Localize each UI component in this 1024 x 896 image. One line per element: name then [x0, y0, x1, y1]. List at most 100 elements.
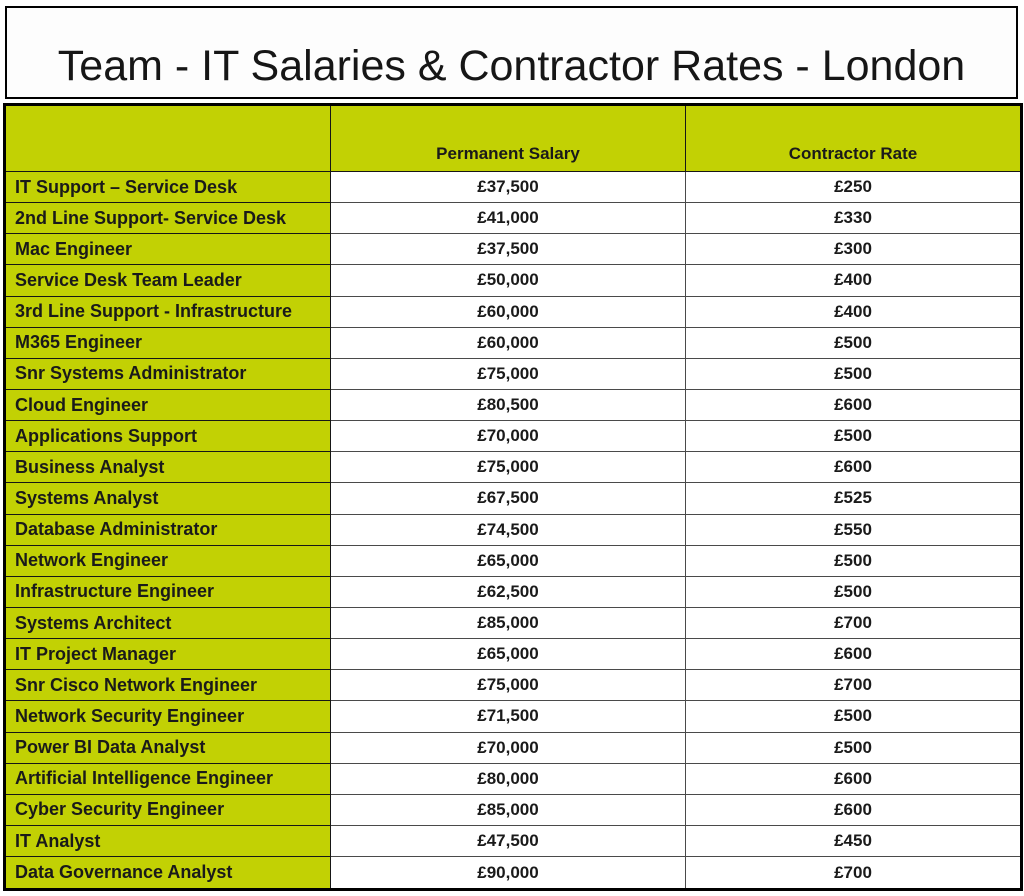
role-cell: Infrastructure Engineer	[4, 575, 331, 608]
role-cell: Power BI Data Analyst	[4, 731, 331, 764]
role-cell: Systems Analyst	[4, 482, 331, 515]
permanent-salary-cell: £70,000	[330, 731, 686, 764]
contractor-rate-cell: £550	[685, 513, 1022, 546]
contractor-rate-cell: £700	[685, 856, 1022, 890]
table-row: Systems Architect £85,000 £700	[4, 606, 1022, 640]
contractor-rate-cell: £400	[685, 264, 1022, 297]
header-row: Permanent Salary Contractor Rate	[4, 104, 1022, 172]
contractor-rate-cell: £525	[685, 482, 1022, 515]
contractor-rate-cell: £300	[685, 233, 1022, 266]
contractor-rate-cell: £700	[685, 606, 1022, 640]
permanent-salary-cell: £65,000	[330, 638, 686, 671]
contractor-rate-cell: £600	[685, 793, 1022, 826]
contractor-rate-cell: £500	[685, 357, 1022, 390]
contractor-rate-cell: £700	[685, 669, 1022, 702]
permanent-salary-cell: £80,000	[330, 762, 686, 795]
table-row: Network Engineer £65,000 £500	[4, 544, 1022, 577]
table-row: Systems Analyst £67,500 £525	[4, 482, 1022, 515]
table-row: Snr Cisco Network Engineer £75,000 £700	[4, 669, 1022, 702]
role-cell: Artificial Intelligence Engineer	[4, 762, 331, 795]
permanent-salary-cell: £90,000	[330, 856, 686, 890]
role-cell: Database Administrator	[4, 513, 331, 546]
header-contractor-rate: Contractor Rate	[685, 104, 1022, 172]
table-row: Data Governance Analyst £90,000 £700	[4, 856, 1022, 890]
permanent-salary-cell: £85,000	[330, 793, 686, 826]
permanent-salary-cell: £65,000	[330, 544, 686, 577]
table-row: Snr Systems Administrator £75,000 £500	[4, 357, 1022, 390]
page-title: Team - IT Salaries & Contractor Rates - …	[57, 42, 966, 90]
contractor-rate-cell: £500	[685, 420, 1022, 453]
table-row: M365 Engineer £60,000 £500	[4, 326, 1022, 359]
table-row: Infrastructure Engineer £62,500 £500	[4, 575, 1022, 608]
permanent-salary-cell: £71,500	[330, 700, 686, 733]
contractor-rate-cell: £500	[685, 575, 1022, 608]
role-cell: Data Governance Analyst	[4, 856, 331, 890]
contractor-rate-cell: £250	[685, 170, 1022, 204]
salary-rates-table: Permanent Salary Contractor Rate IT Supp…	[3, 103, 1023, 891]
role-cell: Cloud Engineer	[4, 388, 331, 422]
header-permanent-salary: Permanent Salary	[330, 104, 686, 172]
table-row: IT Analyst £47,500 £450	[4, 824, 1022, 858]
header-role-blank	[4, 104, 331, 172]
table-row: Business Analyst £75,000 £600	[4, 451, 1022, 484]
contractor-rate-cell: £600	[685, 638, 1022, 671]
table-row: Mac Engineer £37,500 £300	[4, 233, 1022, 266]
table-row: 2nd Line Support- Service Desk £41,000 £…	[4, 202, 1022, 235]
role-cell: 2nd Line Support- Service Desk	[4, 202, 331, 235]
permanent-salary-cell: £70,000	[330, 420, 686, 453]
role-cell: M365 Engineer	[4, 326, 331, 359]
permanent-salary-cell: £37,500	[330, 170, 686, 204]
table-row: Cloud Engineer £80,500 £600	[4, 388, 1022, 422]
role-cell: IT Project Manager	[4, 638, 331, 671]
permanent-salary-cell: £47,500	[330, 824, 686, 858]
table-body: IT Support – Service Desk £37,500 £250 2…	[4, 170, 1022, 890]
role-cell: Systems Architect	[4, 606, 331, 640]
contractor-rate-cell: £450	[685, 824, 1022, 858]
role-cell: IT Analyst	[4, 824, 331, 858]
permanent-salary-cell: £75,000	[330, 451, 686, 484]
role-cell: Business Analyst	[4, 451, 331, 484]
permanent-salary-cell: £80,500	[330, 388, 686, 422]
contractor-rate-cell: £600	[685, 762, 1022, 795]
permanent-salary-cell: £75,000	[330, 357, 686, 390]
permanent-salary-cell: £50,000	[330, 264, 686, 297]
contractor-rate-cell: £500	[685, 700, 1022, 733]
contractor-rate-cell: £400	[685, 295, 1022, 328]
permanent-salary-cell: £85,000	[330, 606, 686, 640]
role-cell: Applications Support	[4, 420, 331, 453]
role-cell: Mac Engineer	[4, 233, 331, 266]
role-cell: IT Support – Service Desk	[4, 170, 331, 204]
permanent-salary-cell: £74,500	[330, 513, 686, 546]
contractor-rate-cell: £600	[685, 388, 1022, 422]
role-cell: Snr Cisco Network Engineer	[4, 669, 331, 702]
table-row: Artificial Intelligence Engineer £80,000…	[4, 762, 1022, 795]
contractor-rate-cell: £500	[685, 731, 1022, 764]
contractor-rate-cell: £500	[685, 326, 1022, 359]
role-cell: 3rd Line Support - Infrastructure	[4, 295, 331, 328]
table-row: IT Support – Service Desk £37,500 £250	[4, 170, 1022, 204]
permanent-salary-cell: £41,000	[330, 202, 686, 235]
contractor-rate-cell: £600	[685, 451, 1022, 484]
table-row: Service Desk Team Leader £50,000 £400	[4, 264, 1022, 297]
permanent-salary-cell: £67,500	[330, 482, 686, 515]
table-row: 3rd Line Support - Infrastructure £60,00…	[4, 295, 1022, 328]
contractor-rate-cell: £330	[685, 202, 1022, 235]
table-row: Cyber Security Engineer £85,000 £600	[4, 793, 1022, 826]
role-cell: Service Desk Team Leader	[4, 264, 331, 297]
contractor-rate-cell: £500	[685, 544, 1022, 577]
table-row: Database Administrator £74,500 £550	[4, 513, 1022, 546]
permanent-salary-cell: £60,000	[330, 326, 686, 359]
role-cell: Cyber Security Engineer	[4, 793, 331, 826]
permanent-salary-cell: £75,000	[330, 669, 686, 702]
table-row: Network Security Engineer £71,500 £500	[4, 700, 1022, 733]
permanent-salary-cell: £37,500	[330, 233, 686, 266]
role-cell: Network Security Engineer	[4, 700, 331, 733]
permanent-salary-cell: £62,500	[330, 575, 686, 608]
permanent-salary-cell: £60,000	[330, 295, 686, 328]
table-row: Power BI Data Analyst £70,000 £500	[4, 731, 1022, 764]
role-cell: Snr Systems Administrator	[4, 357, 331, 390]
role-cell: Network Engineer	[4, 544, 331, 577]
title-box: Team - IT Salaries & Contractor Rates - …	[5, 6, 1018, 99]
table-row: IT Project Manager £65,000 £600	[4, 638, 1022, 671]
table-row: Applications Support £70,000 £500	[4, 420, 1022, 453]
